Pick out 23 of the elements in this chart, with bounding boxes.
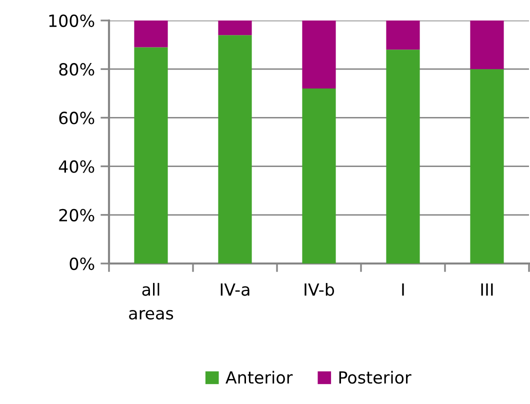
y-tick-label: 0% [70,257,94,270]
y-tick-label: 60% [59,112,94,124]
x-tick-label: IV-b [304,282,334,296]
bar [470,69,504,264]
bar [470,20,504,70]
y-tick-label: 40% [58,160,94,173]
y-tick-label: 20% [59,208,94,222]
bar [386,50,420,264]
legend-label: Posterior [339,370,412,384]
legend-label: Anterior [226,370,293,384]
x-tick-label: all areas [129,282,174,320]
y-tick-label: 80% [59,63,94,76]
bar [134,20,168,48]
bar [218,35,252,264]
bar [218,20,252,36]
bar [302,20,336,89]
bar [386,20,420,50]
y-tick-label: 100% [49,14,94,28]
bar [134,47,168,264]
x-tick-label: III [481,283,493,296]
x-tick-label: I [402,283,404,296]
bar [302,88,336,264]
x-tick-label: IV-a [220,283,250,296]
